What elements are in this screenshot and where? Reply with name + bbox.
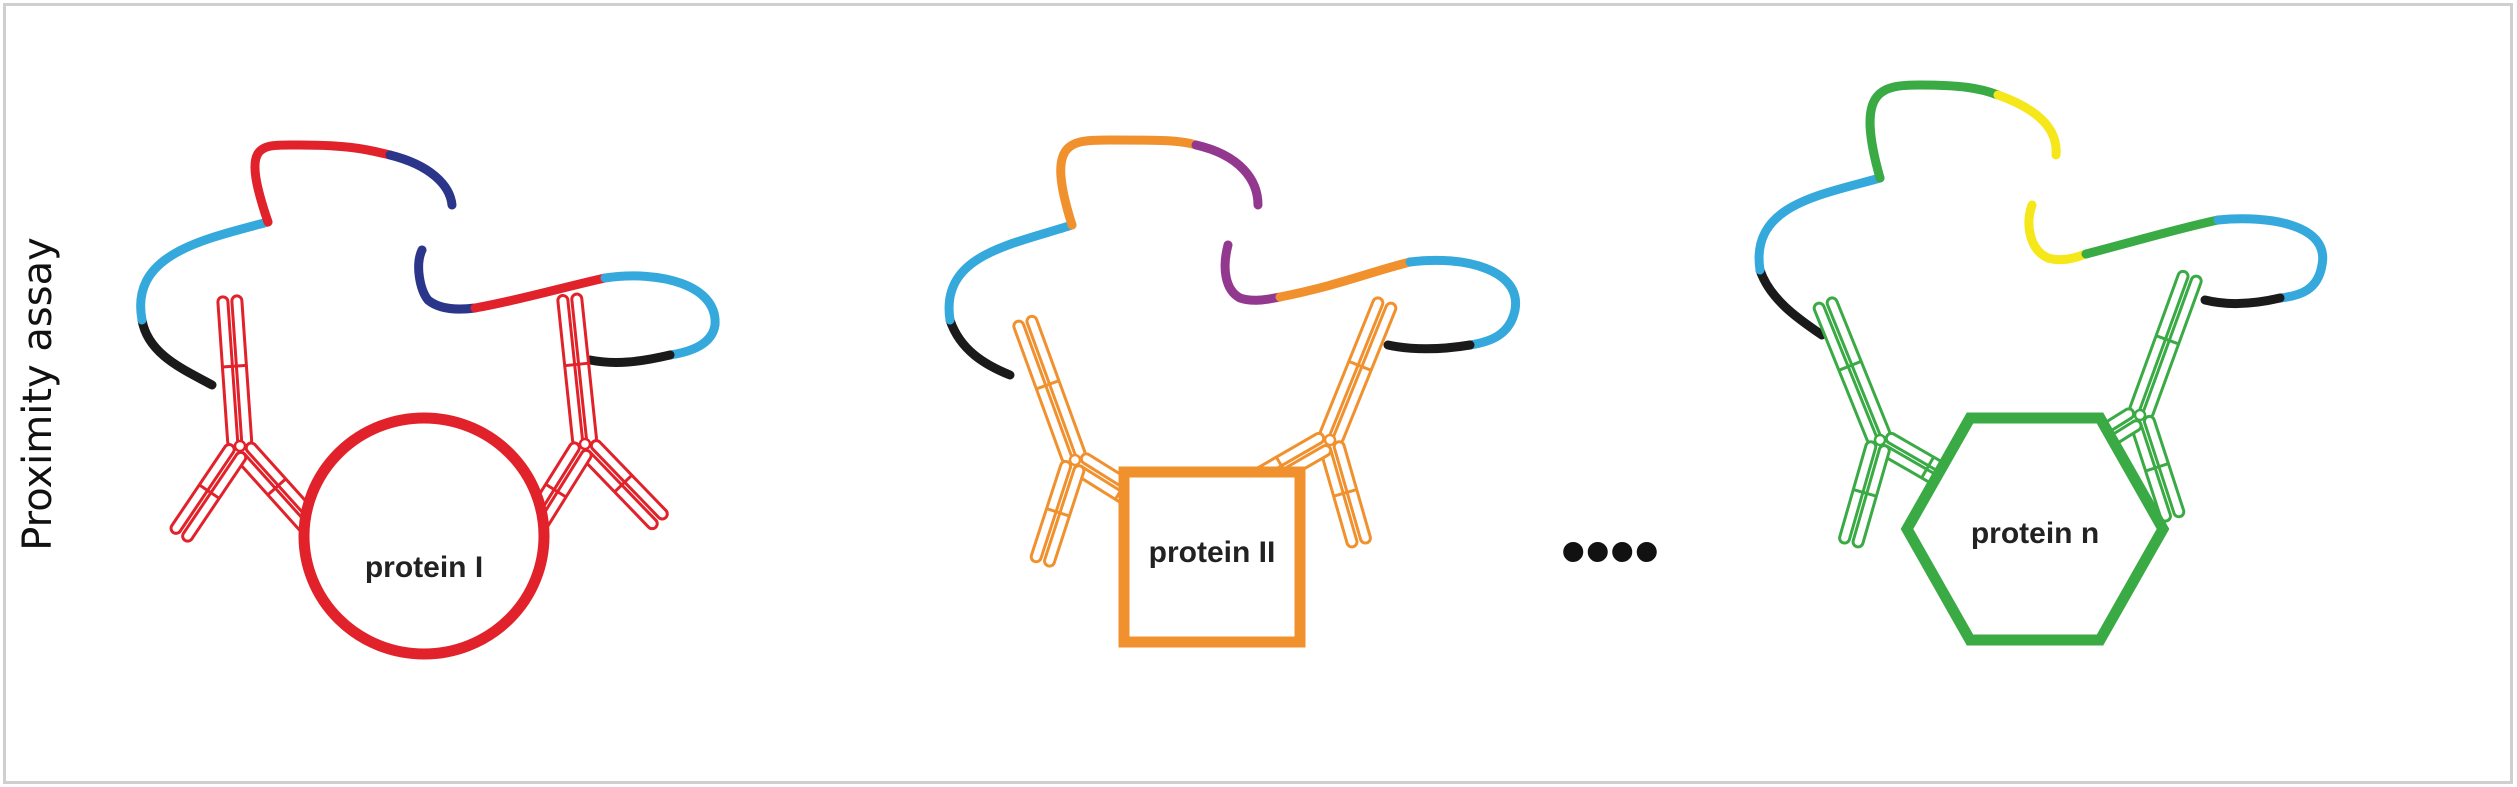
protein-1-circle	[298, 412, 550, 660]
protein-n-label: protein n	[1971, 517, 2099, 550]
protein-n-hexagon	[1900, 412, 2170, 646]
panel-3: protein n	[1751, 80, 2328, 646]
panel-1: protein I	[136, 140, 720, 660]
protein-1-label: protein I	[365, 551, 483, 584]
protein-2-square	[1118, 466, 1306, 648]
panel-2-dna-strand	[944, 135, 1521, 380]
panel-1-dna-strand	[136, 140, 720, 390]
antibody-left	[151, 289, 325, 546]
ellipsis: ••••	[1561, 512, 1659, 590]
protein-2-label: protein II	[1149, 536, 1276, 569]
panel-3-dna-strand	[1754, 80, 2328, 340]
panel-2: protein II	[944, 135, 1521, 648]
